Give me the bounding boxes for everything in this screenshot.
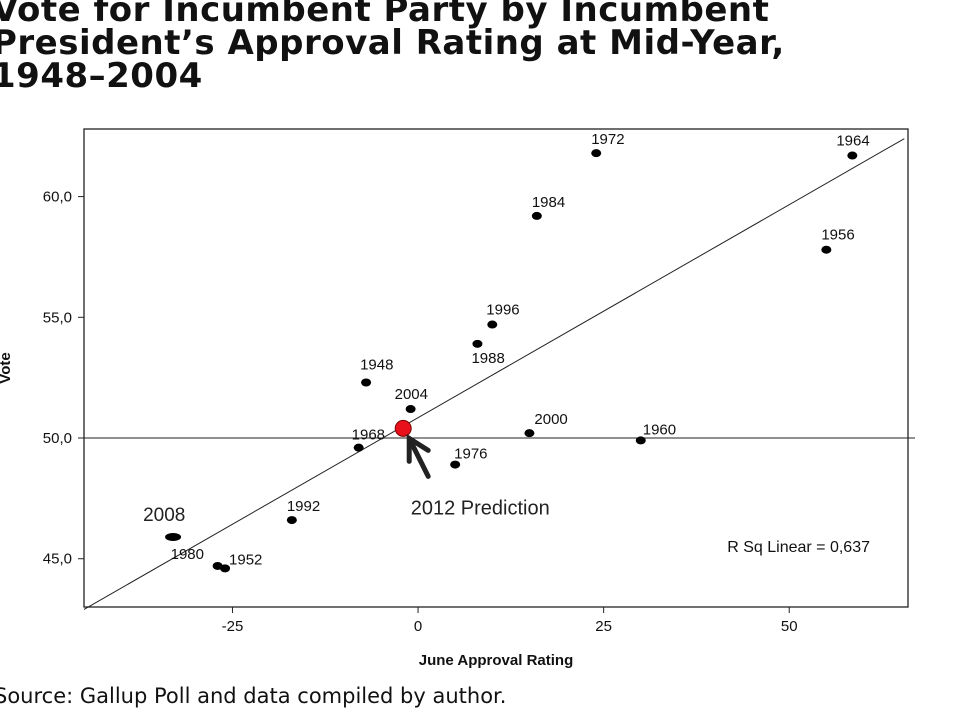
data-point-1968 [353,443,364,452]
data-label-1980: 1980 [171,546,204,563]
data-point-1948 [361,378,372,387]
data-point-1980 [212,561,223,570]
data-label-1960: 1960 [643,421,676,438]
prediction-arrow-head [406,433,431,464]
y-tick-label: 45,0 [43,551,72,568]
prediction-point [394,419,412,437]
y-tick-label: 50,0 [43,430,72,447]
data-point-2004 [405,405,416,414]
data-point-2000 [524,429,535,438]
data-label-1984: 1984 [532,194,565,211]
x-tick-label: 50 [781,618,798,635]
y-axis-title: Vote [0,352,14,383]
data-point-1972 [591,149,602,158]
data-point-1976 [450,460,461,469]
data-point-1992 [286,516,297,525]
x-tick-label: -25 [222,618,244,635]
data-point-1964 [847,151,858,160]
source-note: Source: Gallup Poll and data compiled by… [0,684,507,708]
data-label-1948: 1948 [360,356,393,373]
data-label-2004: 2004 [395,386,428,403]
data-point-1956 [821,245,832,254]
title-line-2: President’s Approval Rating at Mid-Year, [0,23,785,63]
data-label-1988: 1988 [471,350,504,367]
x-tick-label: 25 [595,618,612,635]
data-label-2008: 2008 [143,505,185,526]
data-point-1996 [487,320,498,329]
title-line-3: 1948–2004 [0,56,203,96]
data-point-1960 [635,436,646,445]
data-label-2000: 2000 [534,411,567,428]
data-label-1956: 1956 [821,227,854,244]
data-label-1972: 1972 [591,131,624,148]
y-tick-label: 60,0 [43,189,72,206]
y-tick-label: 55,0 [43,309,72,326]
title-line-1: Vote for Incumbent Party by Incumbent [0,0,770,30]
prediction-label: 2012 Prediction [411,497,550,519]
data-label-1968: 1968 [352,427,385,444]
prediction-arrow-shaft [408,439,431,479]
data-label-1964: 1964 [836,133,869,150]
regression-line [83,138,905,610]
chart-title: Vote for Incumbent Party by Incumbent Pr… [0,0,952,93]
plot-frame [83,128,909,608]
data-point-1988 [472,339,483,348]
data-label-1992: 1992 [287,498,320,515]
x-axis-title: June Approval Rating [419,652,573,669]
data-point-1984 [531,211,542,220]
data-label-1952: 1952 [229,551,262,568]
x-tick-label: 0 [414,618,422,635]
data-point-2008 [165,532,182,541]
data-label-1996: 1996 [486,302,519,319]
data-label-1976: 1976 [454,446,487,463]
r-squared-label: R Sq Linear = 0,637 [727,539,870,556]
